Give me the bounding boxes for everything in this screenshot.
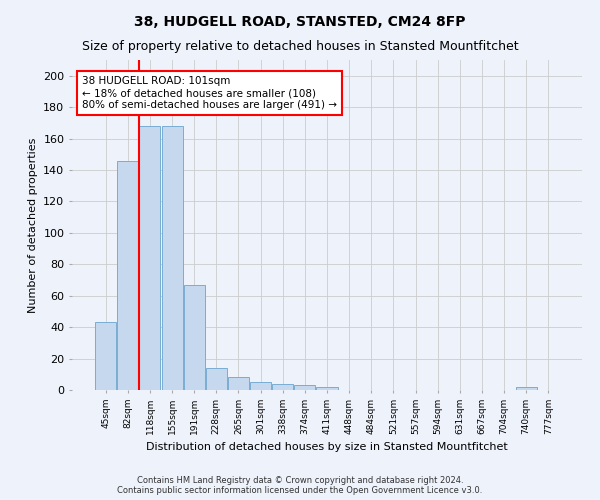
Bar xyxy=(515,387,536,390)
Text: Size of property relative to detached houses in Stansted Mountfitchet: Size of property relative to detached ho… xyxy=(82,40,518,53)
Bar xyxy=(228,378,249,390)
Bar xyxy=(118,160,139,390)
Bar xyxy=(95,322,116,390)
Y-axis label: Number of detached properties: Number of detached properties xyxy=(28,138,38,312)
Bar xyxy=(139,126,160,390)
X-axis label: Distribution of detached houses by size in Stansted Mountfitchet: Distribution of detached houses by size … xyxy=(146,442,508,452)
Bar xyxy=(206,368,227,390)
Bar xyxy=(295,386,316,390)
Bar xyxy=(272,384,293,390)
Bar xyxy=(250,382,271,390)
Bar xyxy=(161,126,182,390)
Bar xyxy=(316,387,338,390)
Text: 38, HUDGELL ROAD, STANSTED, CM24 8FP: 38, HUDGELL ROAD, STANSTED, CM24 8FP xyxy=(134,15,466,29)
Text: Contains HM Land Registry data © Crown copyright and database right 2024.
Contai: Contains HM Land Registry data © Crown c… xyxy=(118,476,482,495)
Bar xyxy=(184,284,205,390)
Text: 38 HUDGELL ROAD: 101sqm
← 18% of detached houses are smaller (108)
80% of semi-d: 38 HUDGELL ROAD: 101sqm ← 18% of detache… xyxy=(82,76,337,110)
